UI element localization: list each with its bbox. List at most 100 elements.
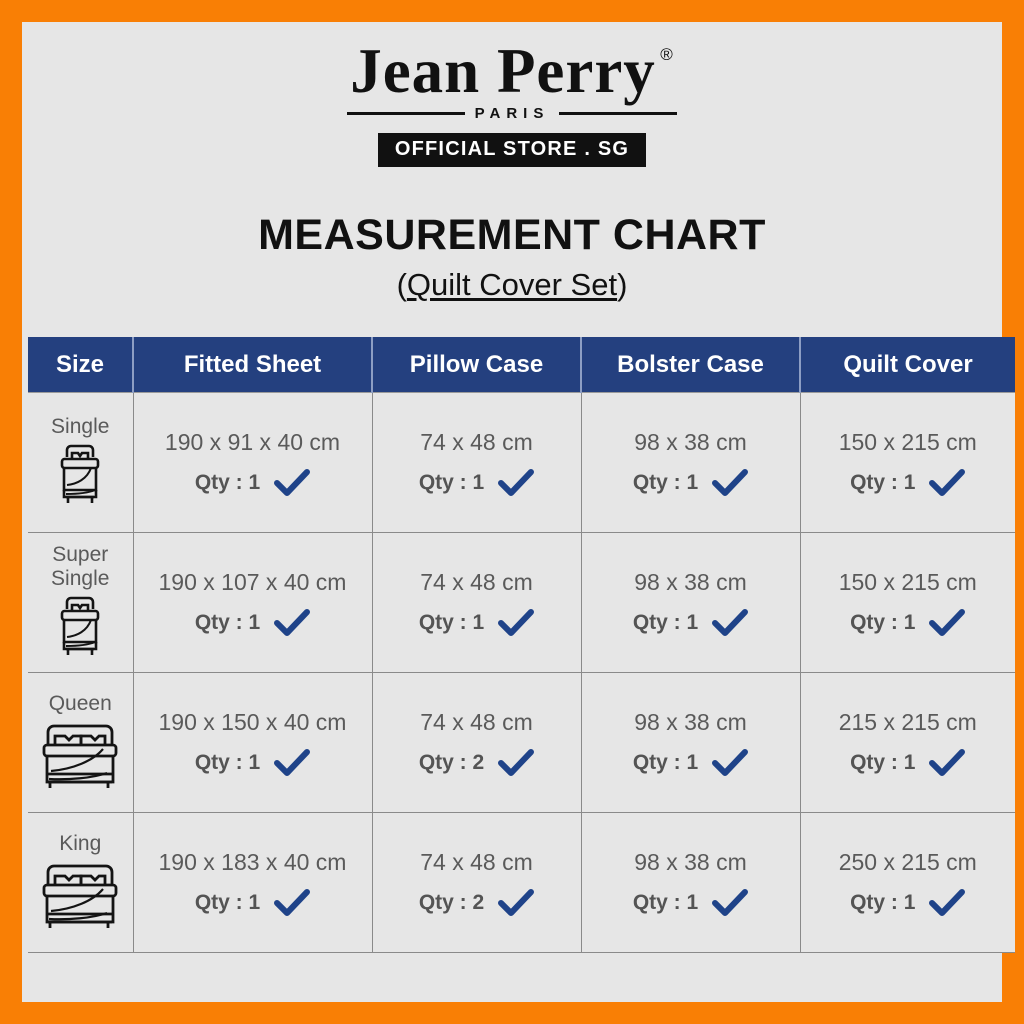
size-label-line1: Super [52,543,109,567]
fitted-sheet-cell: 190 x 183 x 40 cm Qty : 1 [133,812,373,953]
check-icon [929,748,966,777]
size-label-line2: Single [51,566,110,590]
dimension-text: 74 x 48 cm [420,848,533,875]
rule-left [346,112,465,115]
fitted-sheet-cell: 190 x 150 x 40 cm Qty : 1 [133,672,373,813]
page-subtitle: (Quilt Cover Set) [22,267,1002,303]
qty-row: Qty : 1 [134,468,372,497]
size-cell: Super Single [28,532,134,673]
table-body: Single [28,392,1016,953]
qty-row: Qty : 1 [373,468,581,497]
pillow-case-cell: 74 x 48 cm Qty : 2 [372,812,582,953]
qty-text: Qty : 1 [850,890,916,914]
qty-text: Qty : 1 [418,470,485,494]
quilt-cover-cell: 150 x 215 cm Qty : 1 [800,532,1016,673]
dimension-text: 150 x 215 cm [838,568,977,595]
column-header-size: Size [28,337,134,393]
dimension-text: 98 x 38 cm [634,428,747,455]
qty-text: Qty : 1 [632,470,699,494]
size-label: Super Single [30,543,131,589]
brand-tagline: PARIS [474,105,550,122]
subtitle-text: Quilt Cover Set [406,267,618,303]
dimension-text: 190 x 150 x 40 cm [158,708,347,735]
dimension-text: 190 x 183 x 40 cm [158,848,347,875]
registered-trademark-icon: ® [660,45,674,64]
dimension-text: 74 x 48 cm [420,568,533,595]
fitted-sheet-cell: 190 x 91 x 40 cm Qty : 1 [133,392,373,533]
column-header-bolster-case: Bolster Case [581,337,801,393]
qty-text: Qty : 2 [418,890,485,914]
check-icon [712,608,749,637]
qty-text: Qty : 1 [632,890,699,914]
check-icon [274,468,311,497]
qty-text: Qty : 1 [850,470,916,494]
qty-text: Qty : 1 [194,890,261,914]
table-header-row: Size Fitted Sheet Pillow Case Bolster Ca… [28,337,1015,393]
check-icon [929,608,966,637]
quilt-cover-cell: 150 x 215 cm Qty : 1 [800,392,1016,533]
subtitle-paren-open: ( [396,267,407,303]
brand-name: Jean Perry ® [350,40,674,103]
dimension-text: 74 x 48 cm [420,708,533,735]
check-icon [498,608,535,637]
check-icon [498,748,535,777]
bolster-case-cell: 98 x 38 cm Qty : 1 [581,392,801,533]
dimension-text: 98 x 38 cm [634,848,747,875]
rule-right [559,112,678,115]
table-row: Super Single [28,532,1016,673]
dimension-text: 150 x 215 cm [838,428,977,455]
page-frame: Jean Perry ® PARIS OFFICIAL STORE . SG ME… [22,22,1015,1002]
qty-row: Qty : 1 [801,888,1016,917]
bolster-case-cell: 98 x 38 cm Qty : 1 [581,672,801,813]
page-title: MEASUREMENT CHART [258,211,766,259]
column-header-pillow-case: Pillow Case [372,337,582,393]
qty-text: Qty : 1 [194,750,261,774]
qty-row: Qty : 1 [582,468,800,497]
dimension-text: 98 x 38 cm [634,708,747,735]
qty-text: Qty : 1 [632,610,699,634]
check-icon [929,888,966,917]
pillow-case-cell: 74 x 48 cm Qty : 1 [372,532,582,673]
dimension-text: 190 x 91 x 40 cm [164,428,341,455]
qty-row: Qty : 1 [134,888,372,917]
qty-row: Qty : 1 [373,608,581,637]
quilt-cover-cell: 250 x 215 cm Qty : 1 [800,812,1016,953]
bolster-case-cell: 98 x 38 cm Qty : 1 [581,812,801,953]
single-bed-icon [30,442,131,508]
qty-text: Qty : 1 [194,610,261,634]
qty-row: Qty : 1 [134,608,372,637]
qty-row: Qty : 1 [801,468,1016,497]
measurement-table: Size Fitted Sheet Pillow Case Bolster Ca… [28,337,1015,953]
qty-text: Qty : 1 [632,750,699,774]
check-icon [498,888,535,917]
double-bed-icon [30,719,131,791]
qty-text: Qty : 1 [850,750,916,774]
check-icon [498,468,535,497]
check-icon [712,888,749,917]
double-bed-icon [30,859,131,931]
qty-row: Qty : 1 [582,608,800,637]
table-header: Size Fitted Sheet Pillow Case Bolster Ca… [28,337,1015,393]
bolster-case-cell: 98 x 38 cm Qty : 1 [581,532,801,673]
size-cell: Single [28,392,134,533]
dimension-text: 215 x 215 cm [838,708,977,735]
pillow-case-cell: 74 x 48 cm Qty : 2 [372,672,582,813]
table-row: King [28,812,1016,953]
single-bed-icon [30,594,131,660]
size-label: Single [51,414,110,438]
dimension-text: 250 x 215 cm [838,848,977,875]
check-icon [274,608,311,637]
subtitle-paren-close: ) [617,267,628,303]
qty-row: Qty : 1 [582,888,800,917]
fitted-sheet-cell: 190 x 107 x 40 cm Qty : 1 [133,532,373,673]
check-icon [274,748,311,777]
qty-text: Qty : 2 [418,750,485,774]
quilt-cover-cell: 215 x 215 cm Qty : 1 [800,672,1015,813]
size-cell: Queen [28,672,134,813]
brand-tagline-row: PARIS [22,105,1002,122]
check-icon [929,468,966,497]
qty-row: Qty : 1 [801,608,1016,637]
size-label: King [59,831,102,855]
brand-name-text: Jean Perry [350,36,656,106]
check-icon [712,748,749,777]
